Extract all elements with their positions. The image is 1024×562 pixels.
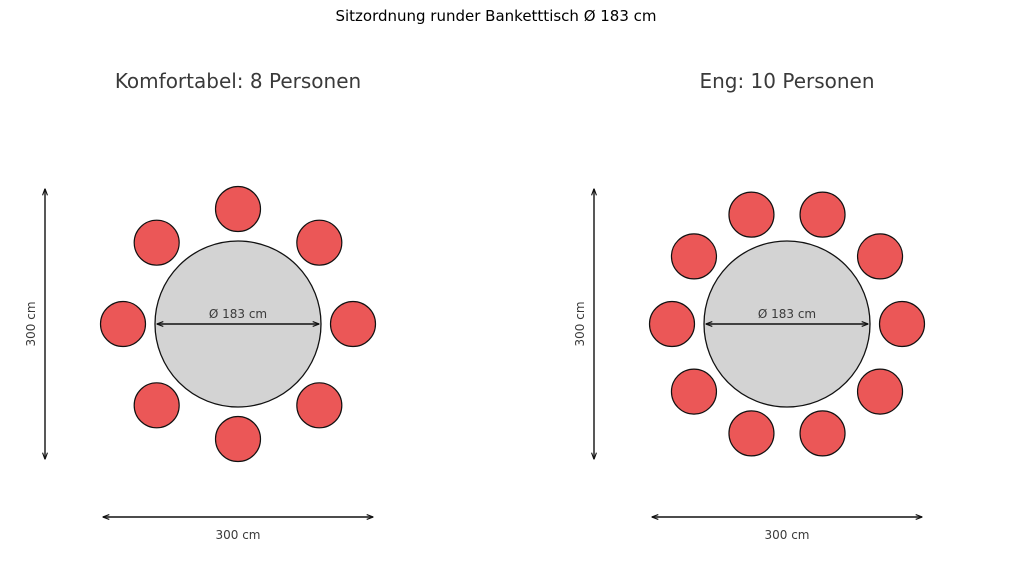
figure-title: Sitzordnung runder Banketttisch Ø 183 cm xyxy=(335,7,656,25)
chair xyxy=(799,410,846,457)
chair xyxy=(133,219,180,266)
height-dimension-label: 300 cm xyxy=(573,301,587,346)
width-dimension-label: 300 cm xyxy=(215,528,260,542)
chair xyxy=(878,300,926,348)
chair-group xyxy=(648,191,926,457)
chair xyxy=(856,233,904,280)
chair xyxy=(214,185,262,233)
chair xyxy=(648,300,696,348)
chair xyxy=(329,300,377,348)
height-dimension-label: 300 cm xyxy=(24,301,38,346)
chair xyxy=(670,233,718,280)
diameter-label: Ø 183 cm xyxy=(209,307,267,321)
panel-10-seats: Eng: 10 Personen Ø 183 cm 300 cm 300 cm xyxy=(573,69,926,542)
panel-subtitle: Eng: 10 Personen xyxy=(699,69,874,93)
diameter-label: Ø 183 cm xyxy=(758,307,816,321)
chair-group xyxy=(99,185,377,463)
panel-8-seats: Komfortabel: 8 Personen Ø 183 cm 300 cm … xyxy=(24,69,377,542)
width-dimension-label: 300 cm xyxy=(764,528,809,542)
chair xyxy=(214,415,262,463)
chair xyxy=(728,191,775,238)
chair xyxy=(99,300,147,348)
chair xyxy=(856,368,904,415)
panel-subtitle: Komfortabel: 8 Personen xyxy=(115,69,361,93)
chair xyxy=(296,382,343,429)
chair xyxy=(728,410,775,457)
chair xyxy=(133,382,180,429)
chair xyxy=(799,191,846,238)
chair xyxy=(296,219,343,266)
chair xyxy=(670,368,718,415)
